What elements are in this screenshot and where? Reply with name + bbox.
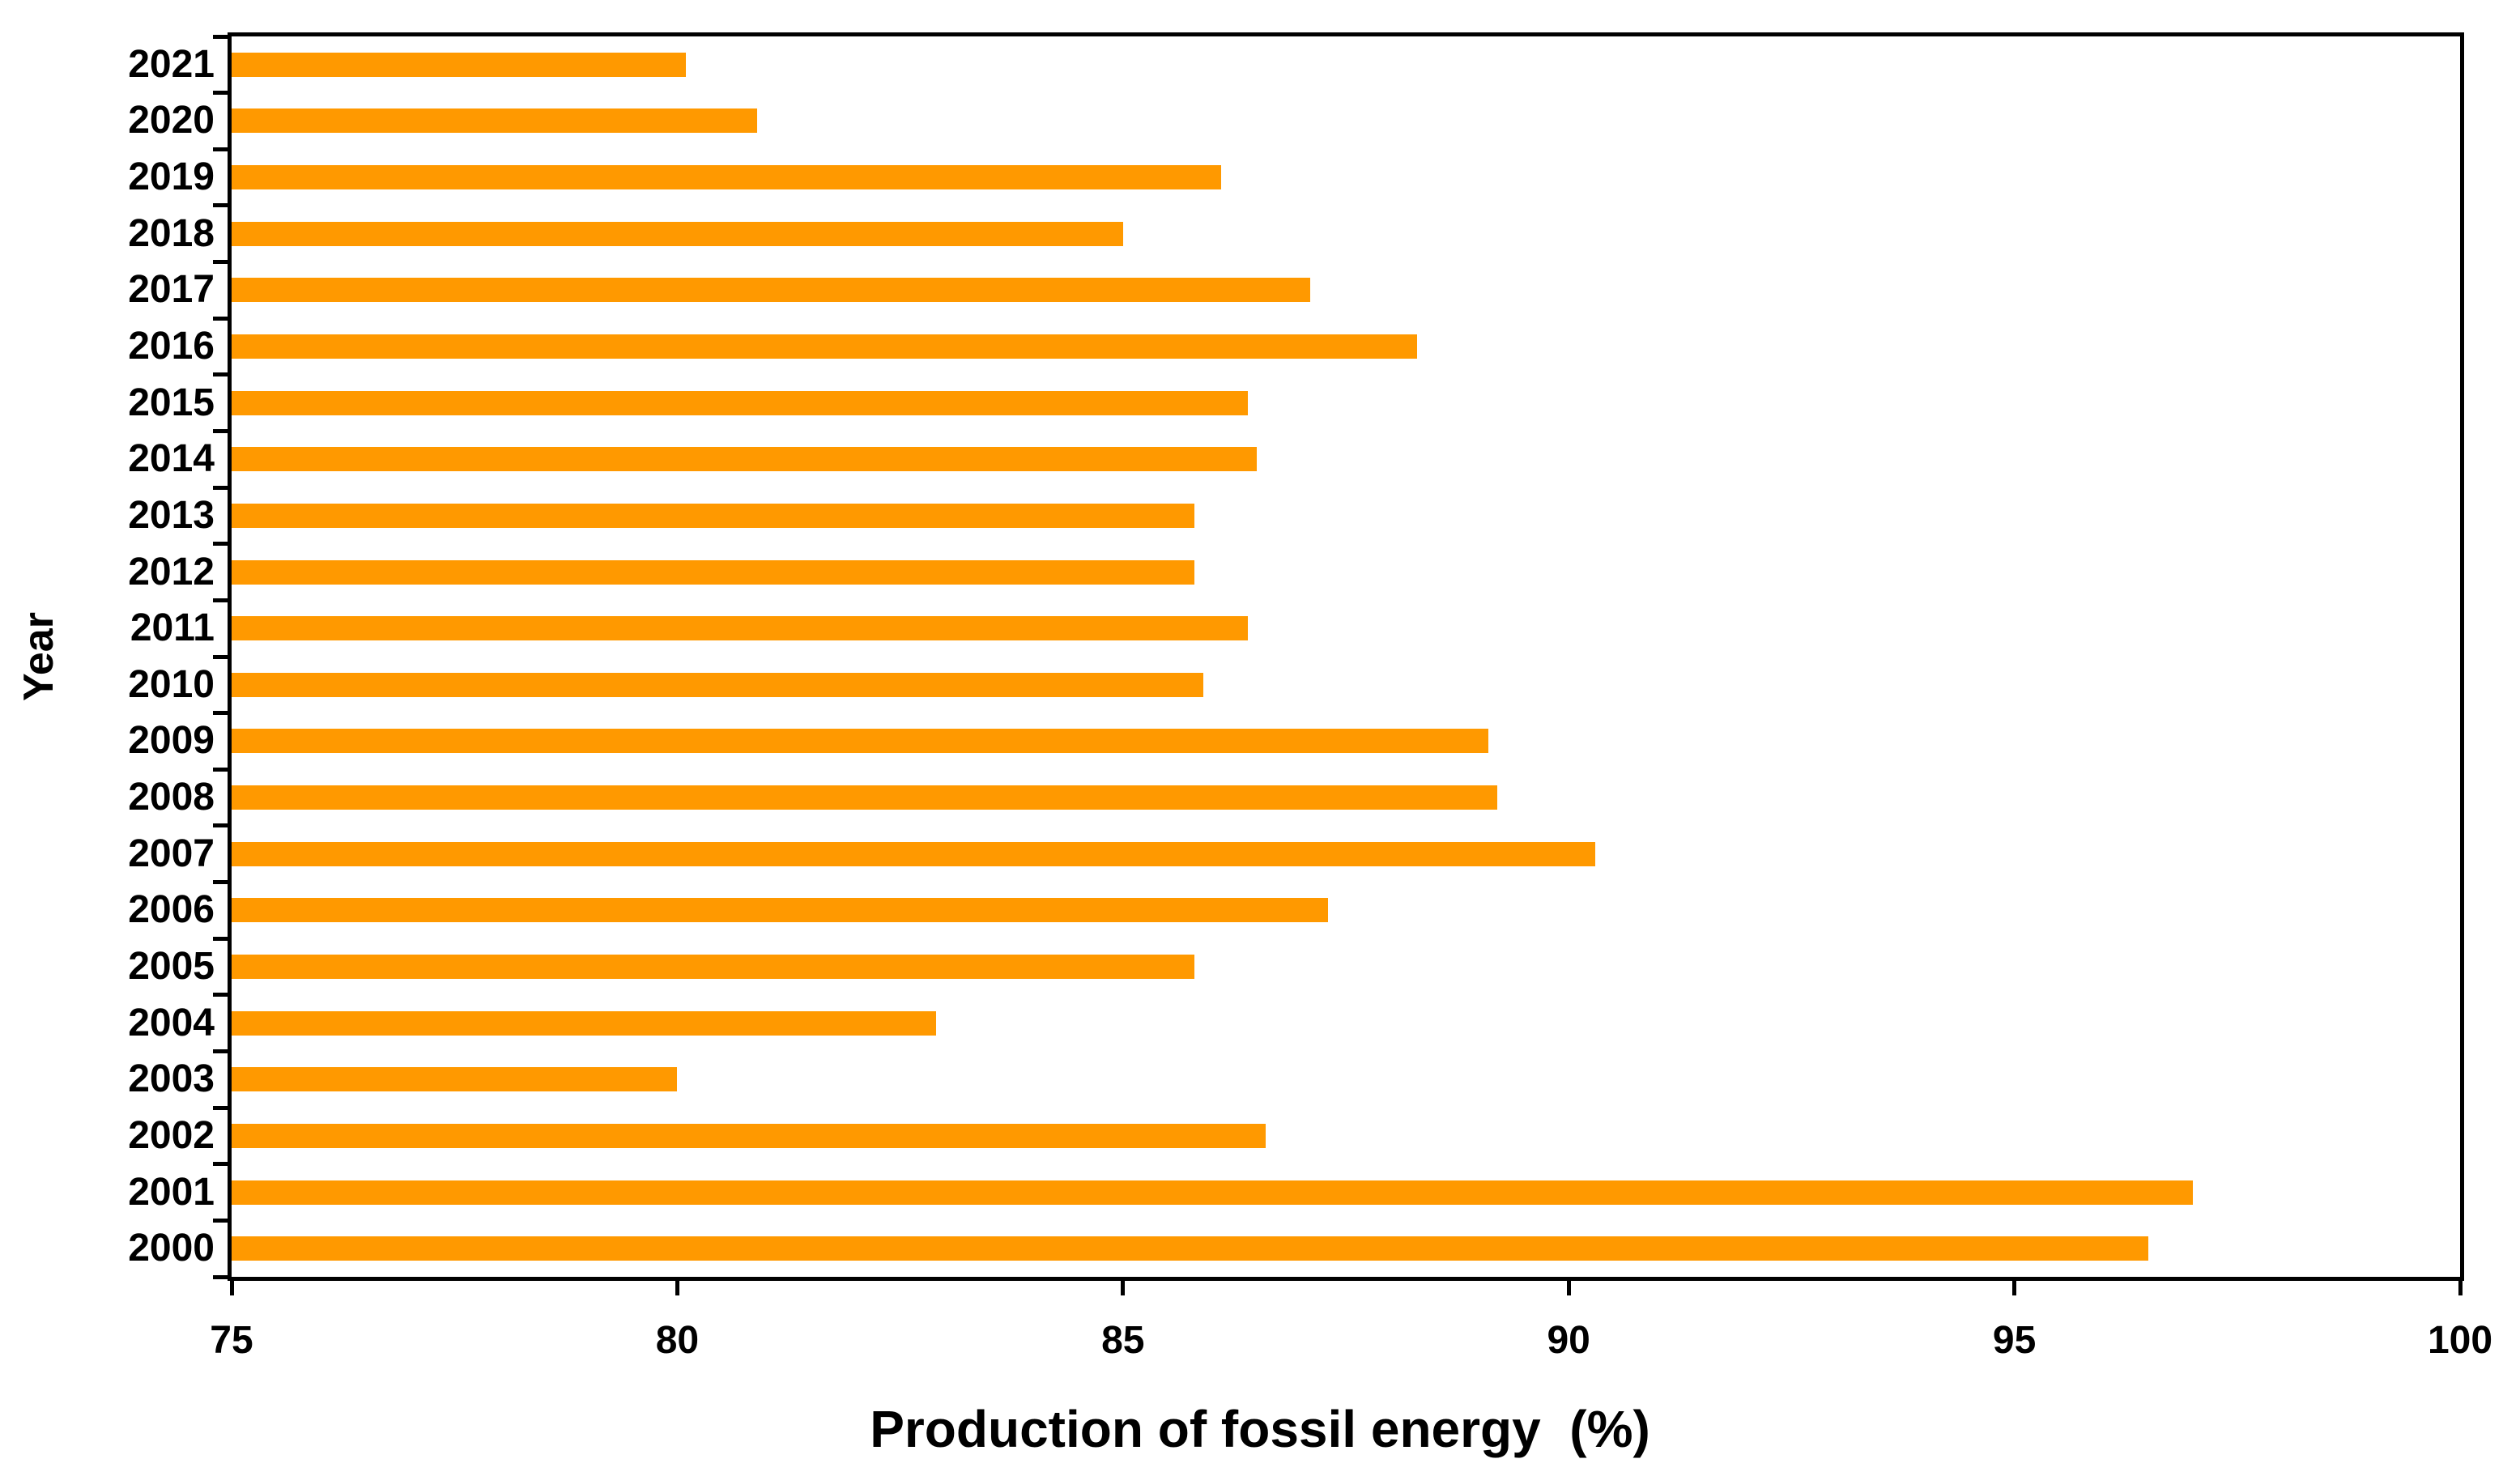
bar-2006 [232, 898, 1328, 923]
x-tick-mark-80 [675, 1281, 679, 1295]
bar-2000 [232, 1236, 2148, 1261]
y-tick-label-2020: 2020 [128, 99, 215, 142]
y-tick-label-2001: 2001 [128, 1170, 215, 1214]
y-tick-mark [213, 936, 228, 941]
y-tick-mark [213, 34, 228, 39]
plot-inner [232, 36, 2460, 1277]
bar-2009 [232, 729, 1489, 754]
bar-2010 [232, 672, 1203, 697]
x-tick-mark-95 [2012, 1281, 2017, 1295]
y-tick-mark [213, 428, 228, 433]
x-tick-label-85: 85 [1101, 1319, 1145, 1362]
bar-2018 [232, 221, 1123, 246]
x-tick-mark-85 [1121, 1281, 1126, 1295]
x-axis-title: Production of fossil energy (%) [870, 1400, 1650, 1458]
y-tick-mark [213, 372, 228, 377]
bar-2021 [232, 52, 687, 77]
bar-2001 [232, 1180, 2193, 1205]
y-tick-mark [213, 147, 228, 151]
x-tick-mark-90 [1566, 1281, 1571, 1295]
x-tick-mark-100 [2458, 1281, 2463, 1295]
y-tick-label-2016: 2016 [128, 325, 215, 368]
y-tick-mark [213, 542, 228, 547]
x-tick-label-80: 80 [655, 1319, 700, 1362]
y-tick-label-2000: 2000 [128, 1227, 215, 1270]
y-tick-label-2019: 2019 [128, 155, 215, 199]
bar-2017 [232, 278, 1310, 303]
y-tick-mark [213, 1162, 228, 1167]
y-tick-mark [213, 880, 228, 885]
y-tick-mark [213, 1274, 228, 1279]
bar-2014 [232, 447, 1257, 472]
y-tick-label-2008: 2008 [128, 776, 215, 819]
y-tick-mark [213, 1049, 228, 1053]
y-tick-mark [213, 316, 228, 321]
y-tick-mark [213, 823, 228, 828]
y-tick-mark [213, 711, 228, 716]
bar-2020 [232, 108, 758, 134]
y-tick-label-2004: 2004 [128, 1001, 215, 1044]
y-tick-label-2011: 2011 [130, 606, 215, 650]
bar-2015 [232, 390, 1248, 415]
y-tick-label-2003: 2003 [128, 1057, 215, 1101]
x-tick-label-100: 100 [2427, 1319, 2493, 1362]
bar-2011 [232, 616, 1248, 641]
y-tick-label-2017: 2017 [128, 268, 215, 312]
y-tick-mark [213, 485, 228, 490]
y-tick-mark [213, 598, 228, 602]
y-tick-label-2006: 2006 [128, 888, 215, 932]
bar-2002 [232, 1123, 1266, 1148]
bar-2013 [232, 503, 1194, 528]
y-tick-mark [213, 654, 228, 659]
y-tick-label-2007: 2007 [128, 832, 215, 875]
y-tick-mark [213, 767, 228, 772]
y-tick-mark [213, 203, 228, 208]
y-tick-label-2009: 2009 [128, 719, 215, 763]
bar-2012 [232, 559, 1194, 585]
x-tick-label-95: 95 [1992, 1319, 2037, 1362]
y-tick-label-2005: 2005 [128, 945, 215, 988]
bar-2005 [232, 955, 1194, 979]
bar-2019 [232, 165, 1221, 190]
bar-2004 [232, 1010, 936, 1036]
x-tick-label-75: 75 [210, 1319, 253, 1362]
y-tick-mark [213, 1105, 228, 1110]
bar-2003 [232, 1067, 678, 1092]
y-tick-mark [213, 1218, 228, 1223]
x-tick-label-90: 90 [1547, 1319, 1590, 1362]
y-tick-mark [213, 260, 228, 265]
y-tick-label-2021: 2021 [128, 42, 215, 86]
bar-2007 [232, 841, 1596, 866]
y-tick-mark [213, 91, 228, 96]
y-tick-label-2013: 2013 [128, 493, 215, 537]
y-tick-mark [213, 993, 228, 997]
plot-area [228, 32, 2464, 1281]
y-tick-label-2015: 2015 [128, 381, 215, 424]
bar-2008 [232, 785, 1498, 810]
bar-2016 [232, 334, 1418, 359]
y-tick-label-2010: 2010 [128, 662, 215, 706]
y-tick-label-2018: 2018 [128, 211, 215, 255]
x-tick-mark-75 [229, 1281, 234, 1295]
y-tick-label-2014: 2014 [128, 437, 215, 481]
y-tick-label-2002: 2002 [128, 1113, 215, 1157]
y-tick-label-2012: 2012 [128, 550, 215, 593]
